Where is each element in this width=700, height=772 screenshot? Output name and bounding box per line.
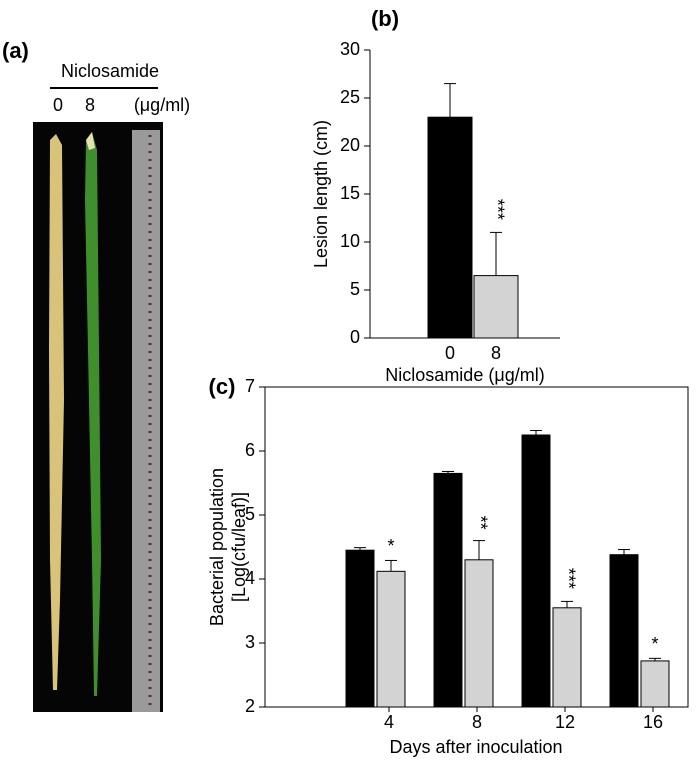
significance: ***	[487, 199, 507, 220]
x-tick-label: 8	[472, 712, 482, 732]
y-tick-label: 0	[350, 327, 360, 347]
bar	[345, 549, 375, 708]
treatment-label: Niclosamide	[61, 61, 159, 81]
significance: *	[387, 536, 394, 556]
x-tick-label: 0	[445, 343, 455, 363]
dose-label: 0	[53, 95, 63, 115]
panel-a: (a) Niclosamide 0 8 (μg/ml)	[2, 38, 190, 712]
y-tick-label: 5	[350, 279, 360, 299]
y-tick-label: 25	[340, 87, 360, 107]
x-axis-label: Niclosamide (μg/ml)	[385, 365, 544, 385]
bar	[433, 472, 463, 708]
bar	[609, 554, 639, 708]
leaf-control	[49, 134, 64, 690]
bar	[376, 570, 406, 708]
unit-label: (μg/ml)	[134, 95, 190, 115]
x-tick-label: 16	[643, 712, 663, 732]
significance: **	[470, 516, 490, 530]
y-tick-label: 7	[245, 376, 255, 396]
x-tick-label: 8	[491, 343, 501, 363]
y-tick-label: 30	[340, 39, 360, 59]
y-axis-label: Bacterial population	[207, 468, 227, 626]
y-axis-label: [Log(cfu/leaf)]	[229, 492, 249, 602]
y-tick-label: 2	[245, 696, 255, 716]
y-tick-label: 20	[340, 135, 360, 155]
x-axis-label: Days after inoculation	[389, 737, 562, 757]
panel-label: (b)	[371, 6, 399, 31]
significance: ***	[558, 568, 578, 589]
leaf-treated	[85, 132, 101, 696]
bar	[427, 116, 473, 339]
bar	[521, 434, 551, 708]
panel-label: (c)	[209, 374, 236, 399]
panel-label: (a)	[2, 38, 29, 63]
bar	[473, 275, 519, 339]
y-tick-label: 6	[245, 440, 255, 460]
y-tick-label: 4	[245, 568, 255, 588]
y-tick-label: 10	[340, 231, 360, 251]
bar	[464, 559, 494, 708]
leaf-tip	[86, 132, 95, 150]
y-tick-label: 3	[245, 632, 255, 652]
dose-label: 8	[85, 95, 95, 115]
x-tick-label: 4	[384, 712, 394, 732]
significance: *	[651, 634, 658, 654]
y-axis-label: Lesion length (cm)	[311, 120, 331, 268]
bar	[640, 660, 670, 708]
ruler	[132, 130, 160, 712]
y-tick-label: 5	[245, 504, 255, 524]
bar	[552, 607, 582, 708]
y-tick-label: 15	[340, 183, 360, 203]
x-tick-label: 12	[555, 712, 575, 732]
